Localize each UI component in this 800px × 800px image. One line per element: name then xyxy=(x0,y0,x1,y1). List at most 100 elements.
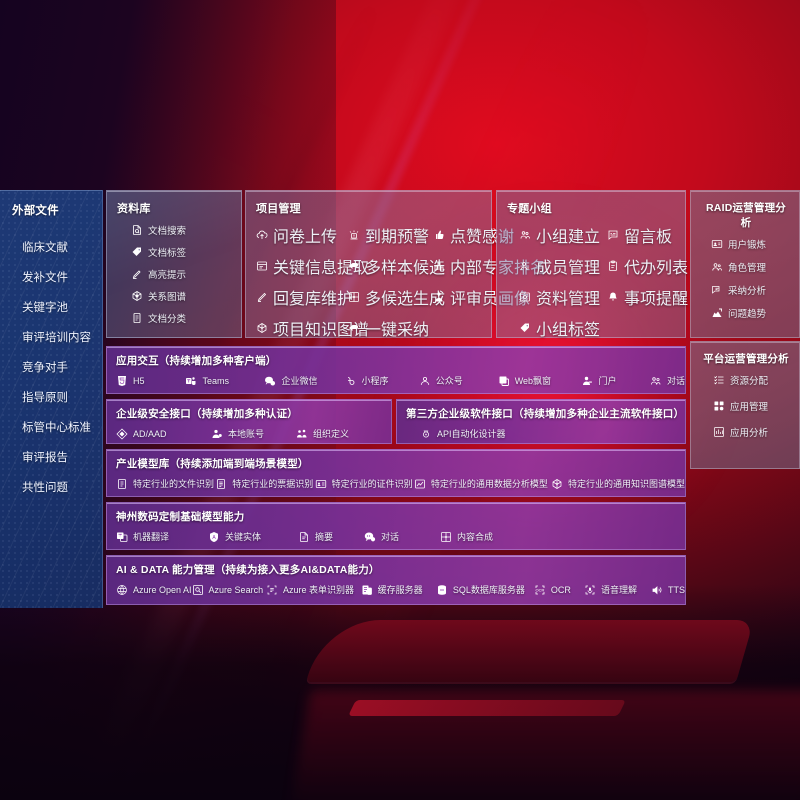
sidebar-diagonal-texture xyxy=(0,190,102,608)
thirdparty-item-api-designer[interactable]: API自动化设计器 xyxy=(420,427,506,440)
team-item-material-manage[interactable]: 资料管理 xyxy=(519,285,607,309)
sidebar-item-keyword-pool[interactable]: 关键字池 xyxy=(22,302,68,314)
project-item-questionnaire-upload[interactable]: 问卷上传 xyxy=(256,223,348,247)
project-item-key-info-extract[interactable]: 关键信息提取 xyxy=(256,254,369,278)
cloud-upload-icon xyxy=(256,229,268,241)
project-item-label: 关键信息提取 xyxy=(273,260,370,277)
sidebar-item-guidelines[interactable]: 指导原则 xyxy=(22,392,68,404)
platform-item-resource-allocation[interactable]: 资源分配 xyxy=(713,373,799,387)
raid-item-issue-trend[interactable]: 问题趋势 xyxy=(711,306,799,320)
interaction-item-h5[interactable]: H5 xyxy=(116,375,185,387)
team-item-group-tag[interactable]: 小组标签 xyxy=(519,316,607,340)
basemodel-item-chat[interactable]: 对话 xyxy=(364,530,440,543)
interaction-item-wecom[interactable]: 企业微信 xyxy=(264,374,344,387)
interaction-item-label: 门户 xyxy=(598,376,617,386)
security-item-label: AD/AAD xyxy=(133,428,167,439)
platform-item-app-analysis[interactable]: 应用分析 xyxy=(713,425,799,439)
row-aidata-title: AI & DATA 能力管理（持续为接入更多AI&DATA能力） xyxy=(116,564,380,576)
team-item-event-reminder[interactable]: 事项提醒 xyxy=(607,285,688,309)
team-item-member-manage[interactable]: 成员管理 xyxy=(519,254,607,278)
team-item-label: 资料管理 xyxy=(536,291,601,308)
library-item-relation-graph[interactable]: 关系图谱 xyxy=(131,289,241,303)
industry-item-invoice-recognition[interactable]: 特定行业的票据识别 xyxy=(215,477,314,490)
project-item-knowledge-graph[interactable]: 项目知识图谱 xyxy=(256,316,369,340)
library-item-highlight[interactable]: 高亮提示 xyxy=(131,267,241,281)
project-item-multi-sample[interactable]: 多样本候选 xyxy=(348,254,445,278)
project-item-label: 问卷上传 xyxy=(273,229,338,246)
interaction-item-teams[interactable]: Teams xyxy=(185,375,264,387)
row-basemodel-items: 机器翻译 A 关键实体 摘要 对话 内容合成 xyxy=(116,530,685,543)
team-item-label: 留言板 xyxy=(624,229,673,246)
security-item-org-define[interactable]: 组织定义 xyxy=(296,427,349,440)
aidata-item-ocr[interactable]: OCR OCR xyxy=(534,584,584,596)
basemodel-item-label: 内容合成 xyxy=(457,532,494,542)
team-item-group-create[interactable]: 小组建立 xyxy=(519,223,607,247)
raid-item-user-training[interactable]: 用户锻炼 xyxy=(711,237,799,251)
aidata-item-azure-search[interactable]: Azure Search xyxy=(192,584,266,596)
platform-item-app-manage[interactable]: 应用管理 xyxy=(713,399,799,413)
sidebar-item-review-report[interactable]: 审评报告 xyxy=(22,452,68,464)
sidebar-item-common-issues[interactable]: 共性问题 xyxy=(22,482,68,494)
project-item-reply-library[interactable]: 回复库维护 xyxy=(256,285,353,309)
team-item-todo-list[interactable]: 代办列表 xyxy=(607,254,688,278)
aidata-item-azure-openai[interactable]: Azure Open AI xyxy=(116,584,192,596)
aidata-item-form-recognizer[interactable]: Azure 表单识别器 xyxy=(266,583,361,596)
project-item-one-click-adopt[interactable]: 一键采纳 xyxy=(348,316,433,340)
raid-item-label: 采纳分析 xyxy=(728,286,767,297)
aidata-item-sql-database[interactable]: SQL数据库服务器 xyxy=(436,583,534,596)
basemodel-item-key-entity[interactable]: A 关键实体 xyxy=(208,530,298,543)
team-item-label: 小组标签 xyxy=(536,322,601,339)
highlight-pen-icon xyxy=(131,268,143,280)
interaction-item-portal[interactable]: 门户 xyxy=(581,374,650,387)
basemodel-item-label: 机器翻译 xyxy=(133,532,170,542)
interaction-item-label: Teams xyxy=(202,375,229,386)
project-item-multi-candidate[interactable]: 多候选生成 xyxy=(348,285,445,309)
interaction-item-label: Web飘窗 xyxy=(514,376,552,386)
interaction-item-miniprogram[interactable]: 小程序 xyxy=(344,374,418,387)
aidata-item-speech[interactable]: 语音理解 xyxy=(584,583,651,596)
library-item-document-tag[interactable]: 文档标签 xyxy=(131,245,241,259)
industry-item-file-recognition[interactable]: 特定行业的文件识别 xyxy=(116,477,215,490)
library-item-document-category[interactable]: 文档分类 xyxy=(131,311,241,325)
sidebar-item-supplement-docs[interactable]: 发补文件 xyxy=(22,272,68,284)
industry-item-knowledge-graph-model[interactable]: 特定行业的通用知识图谱模型 xyxy=(551,477,685,490)
resource-list-icon xyxy=(713,374,725,386)
id-recognition-icon xyxy=(315,478,327,490)
team-item-label: 成员管理 xyxy=(536,260,601,277)
sidebar-item-clinical-literature[interactable]: 临床文献 xyxy=(22,242,68,254)
panel-topic-group: 专题小组 小组建立 留言板 成员管理 代办列表 资料管理 xyxy=(496,190,688,340)
aidata-item-cache-server[interactable]: 缓存服务器 xyxy=(361,583,436,596)
teams-icon xyxy=(185,375,197,387)
basemodel-item-machine-translation[interactable]: 机器翻译 xyxy=(116,530,208,543)
industry-item-data-analysis-model[interactable]: 特定行业的通用数据分析模型 xyxy=(414,477,551,490)
panel-platform-title: 平台运营管理分析 xyxy=(703,353,789,365)
row-security-items: AD/AAD 本地账号 组织定义 xyxy=(116,427,391,440)
platform-item-label: 资源分配 xyxy=(730,376,769,387)
security-item-local-account[interactable]: 本地账号 xyxy=(211,427,296,440)
security-item-ad-aad[interactable]: AD/AAD xyxy=(116,427,211,440)
interaction-item-dialog[interactable]: 对话 xyxy=(650,374,685,387)
team-item-message-board[interactable]: 留言板 xyxy=(607,223,688,247)
dialog-icon xyxy=(650,375,662,387)
interaction-item-official-account[interactable]: 公众号 xyxy=(419,374,498,387)
raid-item-adoption-analysis[interactable]: 采纳分析 xyxy=(711,283,799,297)
project-item-due-warning[interactable]: 到期预警 xyxy=(348,223,433,247)
sidebar-item-standards-center[interactable]: 标管中心标准 xyxy=(22,422,91,434)
aidata-item-label: Azure Open AI xyxy=(133,584,192,595)
bell-reminder-icon xyxy=(607,291,619,303)
raid-item-role-manage[interactable]: 角色管理 xyxy=(711,260,799,274)
industry-item-label: 特定行业的文件识别 xyxy=(133,479,215,489)
library-item-document-search[interactable]: 文档搜索 xyxy=(131,223,241,237)
basemodel-item-content-synthesis[interactable]: 内容合成 xyxy=(440,530,493,543)
ocr-icon: OCR xyxy=(534,584,546,596)
aidata-item-label: OCR xyxy=(550,584,571,595)
sidebar-item-competitors[interactable]: 竞争对手 xyxy=(22,362,68,374)
row-thirdparty-items: API自动化设计器 xyxy=(406,427,685,440)
aidata-item-tts[interactable]: TTS xyxy=(651,584,685,596)
basemodel-item-summary[interactable]: 摘要 xyxy=(298,530,364,543)
sidebar-item-review-training[interactable]: 审评培训内容 xyxy=(22,332,91,344)
team-item-label: 事项提醒 xyxy=(624,291,689,308)
industry-item-id-recognition[interactable]: 特定行业的证件识别 xyxy=(315,477,414,490)
interaction-item-web-popup[interactable]: Web飘窗 xyxy=(498,374,582,387)
